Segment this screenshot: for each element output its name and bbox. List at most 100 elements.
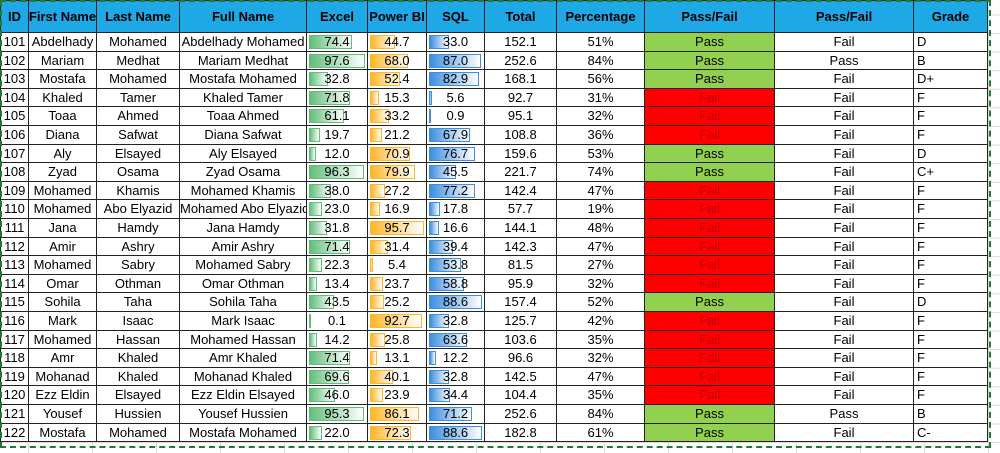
table-cell: 32% [557, 349, 645, 368]
data-bar [309, 53, 365, 68]
table-cell: Pass [775, 405, 914, 424]
table-cell: 95.3 [307, 405, 368, 424]
table-cell: 58.8 [427, 274, 485, 294]
data-bar [309, 35, 352, 49]
table-cell: 47% [557, 237, 645, 257]
column-header: Power BI [368, 0, 427, 33]
table-cell: Pass [645, 163, 775, 182]
table-cell: 71.4 [307, 237, 368, 257]
table-cell: 103 [0, 70, 29, 89]
cell-text: 23.0 [324, 201, 350, 217]
table-cell: 121 [0, 405, 29, 424]
data-bar [370, 351, 378, 366]
data-bar [309, 295, 334, 310]
table-cell: Fail [775, 107, 914, 126]
table-cell: Amir Ashry [180, 237, 307, 257]
table-cell: Toaa Ahmed [180, 107, 307, 126]
cell-text: 86.1 [384, 406, 410, 421]
table-cell: D [914, 293, 988, 312]
table-cell: Hamdy [97, 219, 180, 238]
table-cell: Elsayed [97, 386, 180, 405]
table-cell: 97.6 [307, 51, 368, 71]
table-cell: Fail [775, 256, 914, 275]
table-cell: Fail [645, 330, 775, 350]
data-bar [429, 146, 475, 161]
table-cell: 159.6 [485, 144, 557, 164]
table-cell: Diana [29, 126, 97, 145]
table-cell: Sabry [97, 256, 180, 275]
table-cell: Amir [29, 237, 97, 257]
table-cell: F [914, 181, 988, 201]
table-cell: 23.7 [368, 274, 427, 294]
cell-text: 22.3 [324, 257, 350, 273]
table-cell: Mohamed Sabry [180, 256, 307, 275]
table-cell: Fail [645, 274, 775, 294]
table-cell: Fail [775, 293, 914, 312]
table-cell: F [914, 219, 988, 238]
data-bar [370, 258, 374, 273]
table-cell: F [914, 237, 988, 257]
table-cell: 107 [0, 144, 29, 164]
cell-text: 16.6 [442, 220, 469, 235]
cell-text: 71.4 [324, 350, 350, 366]
table-cell: 52.4 [368, 70, 427, 89]
table-cell: 12.2 [427, 349, 485, 368]
data-bar [309, 388, 336, 403]
cell-text: 21.2 [384, 127, 410, 142]
data-bar [309, 90, 351, 105]
table-cell: D [914, 33, 988, 52]
table-cell: Khaled [97, 349, 180, 368]
cell-text: 76.7 [442, 145, 469, 161]
table-cell: 104 [0, 88, 29, 108]
cell-text: 97.6 [324, 52, 350, 68]
table-cell: 52% [557, 293, 645, 312]
table-cell: 47% [557, 181, 645, 201]
cell-text: 79.9 [384, 164, 410, 180]
table-cell: 32% [557, 107, 645, 126]
column-header: Excel [307, 0, 368, 33]
table-cell: Mark [29, 312, 97, 331]
data-bar [309, 109, 345, 124]
table-cell: 252.6 [485, 51, 557, 71]
table-cell: F [914, 386, 988, 405]
table-cell: Mohamed [29, 256, 97, 275]
table-cell: 39.4 [427, 237, 485, 257]
table-cell: 125.7 [485, 312, 557, 331]
table-cell: 63.6 [427, 330, 485, 350]
table-cell: 96.3 [307, 163, 368, 182]
table-cell: 48% [557, 219, 645, 238]
table-cell: Fail [645, 237, 775, 257]
table-cell: Mohanad Khaled [180, 367, 307, 387]
cell-text: 15.3 [384, 89, 410, 105]
data-bar [429, 425, 482, 440]
table-cell: Fail [775, 312, 914, 331]
cell-text: 27.2 [384, 182, 410, 198]
data-bar [370, 109, 389, 124]
data-bar [370, 295, 385, 310]
cell-text: 71.8 [324, 89, 350, 105]
table-cell: Osama [97, 163, 180, 182]
table-cell: Abdelhady [29, 33, 97, 52]
table-cell: Abdelhady Mohamed [180, 33, 307, 52]
data-bar [370, 146, 410, 161]
table-cell: Toaa [29, 107, 97, 126]
data-bar [429, 332, 468, 347]
column-header: Full Name [180, 0, 307, 33]
table-cell: D [914, 144, 988, 164]
table-cell: Yousef [29, 405, 97, 424]
data-bar [370, 369, 393, 384]
table-cell: 32.8 [307, 70, 368, 89]
cell-text: 88.6 [442, 424, 469, 440]
table-cell: Fail [645, 181, 775, 201]
column-header: ID [0, 0, 29, 33]
table-cell: C- [914, 423, 988, 443]
table-cell: 61% [557, 423, 645, 443]
table-cell: 53% [557, 144, 645, 164]
data-bar [429, 53, 482, 68]
cell-text: 16.9 [384, 201, 410, 217]
data-bar [309, 425, 322, 440]
table-cell: 70.9 [368, 144, 427, 164]
table-cell: F [914, 274, 988, 294]
cell-text: 71.2 [442, 406, 469, 421]
table-cell: 27% [557, 256, 645, 275]
